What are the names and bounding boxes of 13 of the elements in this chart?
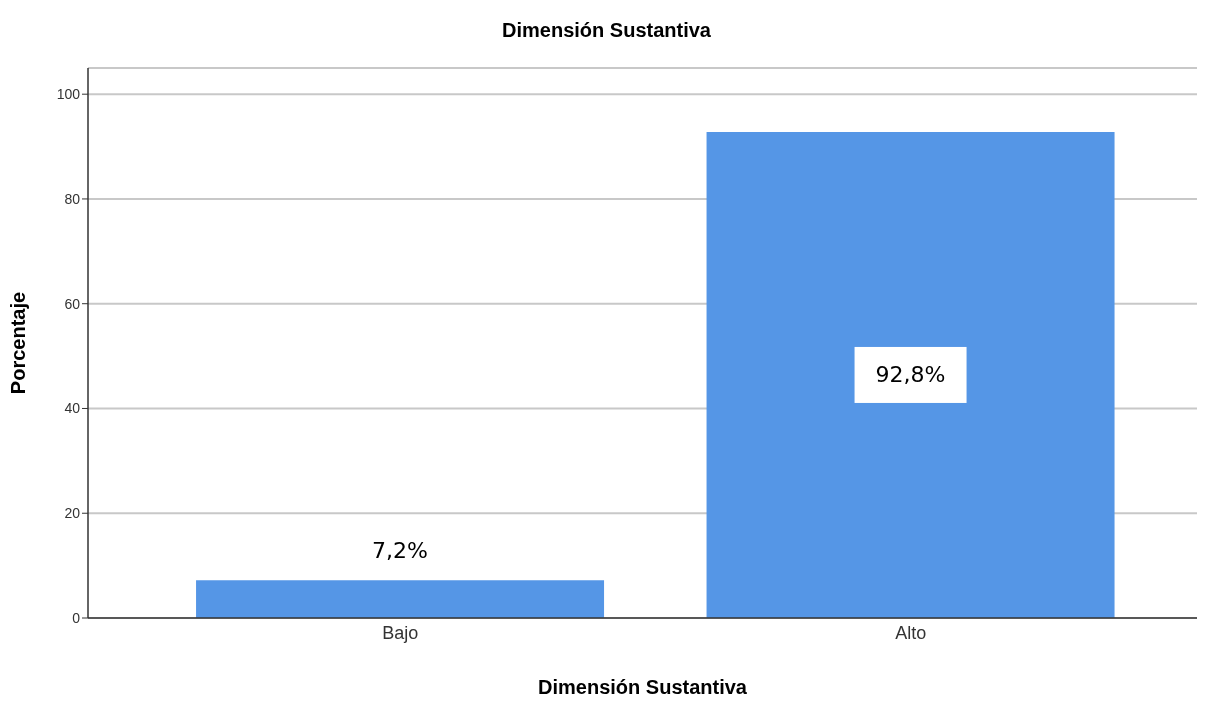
y-tick-label: 80 — [64, 190, 81, 207]
y-tick-label: 100 — [56, 86, 81, 103]
y-tick-label: 20 — [64, 505, 81, 522]
y-axis-title: Porcentaje — [7, 291, 30, 395]
chart-title: Dimensión Sustantiva — [501, 18, 712, 43]
y-tick-label: 0 — [72, 609, 81, 626]
x-axis-title: Dimensión Sustantiva — [538, 676, 748, 698]
y-tick-label: 60 — [64, 295, 81, 312]
data-label: 92,8% — [875, 362, 946, 388]
y-tick-label: 40 — [64, 400, 81, 417]
x-tick-label: Alto — [895, 622, 927, 643]
data-label: 7,2% — [372, 537, 428, 563]
x-tick-label: Bajo — [382, 622, 419, 643]
